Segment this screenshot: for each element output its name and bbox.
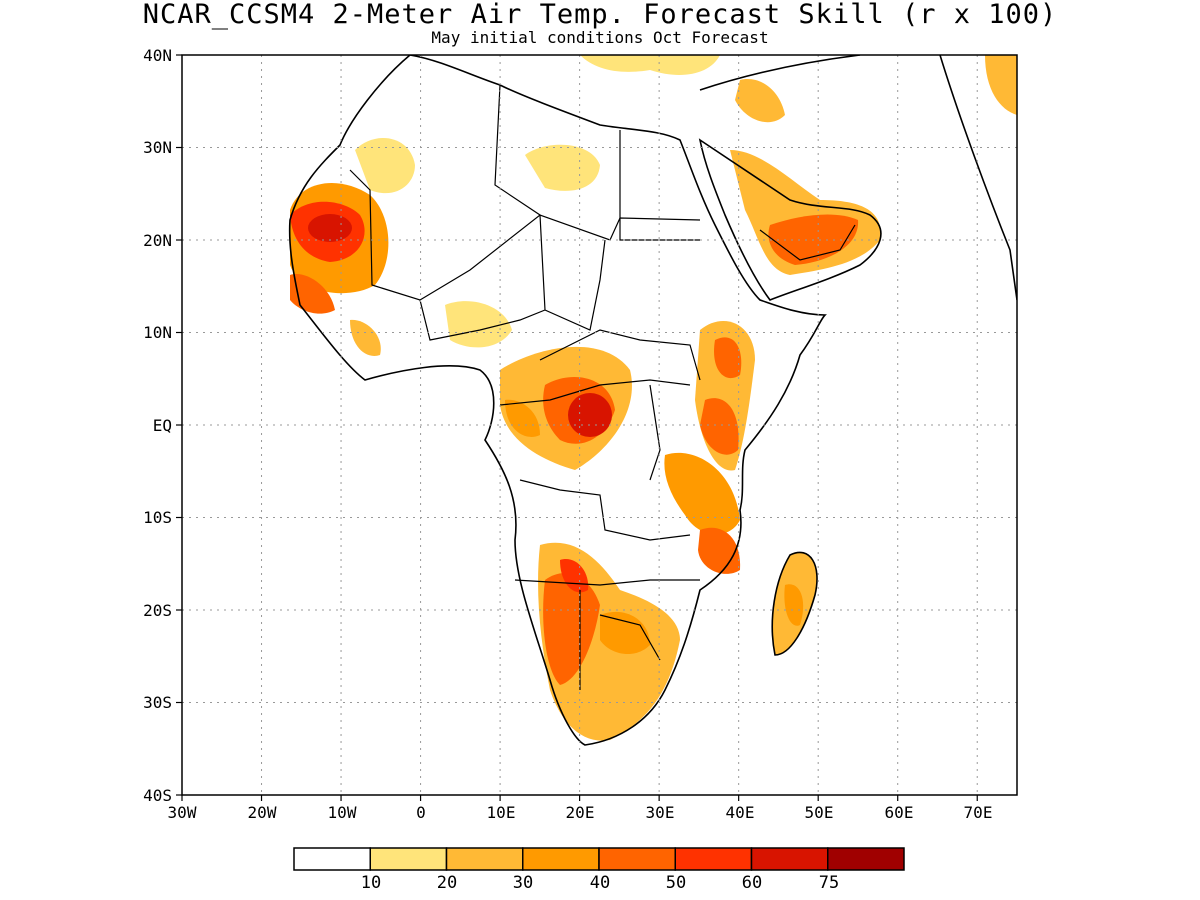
map-title: NCAR_CCSM4 2-Meter Air Temp. Forecast Sk… xyxy=(142,0,1058,30)
colorbar-labels: 10 20 30 40 50 60 75 xyxy=(361,873,839,893)
colorbar-swatch xyxy=(827,847,905,871)
lat-tick-label: EQ xyxy=(153,416,172,435)
lat-tick-label: 30N xyxy=(143,138,172,157)
lat-tick-label: 40S xyxy=(143,786,172,805)
colorbar xyxy=(293,847,905,871)
lon-tick-label: 0 xyxy=(416,803,426,822)
lon-tick-label: 40E xyxy=(726,803,755,822)
lat-tick-label: 20N xyxy=(143,231,172,250)
colorbar-label: 20 xyxy=(437,873,457,893)
colorbar-swatch xyxy=(674,847,753,871)
latitude-axis: 40N 30N 20N 10N EQ 10S 20S 30S 40S xyxy=(143,46,172,805)
lon-tick-label: 70E xyxy=(964,803,993,822)
lon-tick-label: 20E xyxy=(566,803,595,822)
tick-marks xyxy=(176,54,978,801)
lat-tick-label: 40N xyxy=(143,46,172,65)
lat-tick-label: 10N xyxy=(143,323,172,342)
colorbar-swatch xyxy=(750,847,829,871)
skill-shading xyxy=(290,55,1017,741)
colorbar-label: 30 xyxy=(513,873,533,893)
lon-tick-label: 50E xyxy=(805,803,834,822)
lon-tick-label: 30E xyxy=(646,803,675,822)
lat-tick-label: 30S xyxy=(143,693,172,712)
colorbar-label: 50 xyxy=(666,873,686,893)
lon-tick-label: 60E xyxy=(885,803,914,822)
colorbar-swatch xyxy=(598,847,676,871)
lat-tick-label: 20S xyxy=(143,601,172,620)
colorbar-label: 75 xyxy=(819,873,839,893)
colorbar-swatch xyxy=(522,847,600,871)
colorbar-label: 60 xyxy=(742,873,762,893)
map-subtitle: May initial conditions Oct Forecast xyxy=(431,28,769,47)
colorbar-label: 10 xyxy=(361,873,381,893)
colorbar-swatch xyxy=(445,847,524,871)
grid-lines xyxy=(182,55,1017,795)
colorbar-swatch xyxy=(293,847,371,871)
lon-tick-label: 10E xyxy=(487,803,516,822)
lat-tick-label: 10S xyxy=(143,508,172,527)
colorbar-swatch xyxy=(369,847,448,871)
lon-tick-label: 30W xyxy=(168,803,197,822)
lon-tick-label: 20W xyxy=(248,803,277,822)
colorbar-label: 40 xyxy=(590,873,610,893)
coastlines xyxy=(288,55,1017,746)
longitude-axis: 30W 20W 10W 0 10E 20E 30E 40E 50E 60E 70… xyxy=(168,803,993,822)
lon-tick-label: 10W xyxy=(328,803,357,822)
